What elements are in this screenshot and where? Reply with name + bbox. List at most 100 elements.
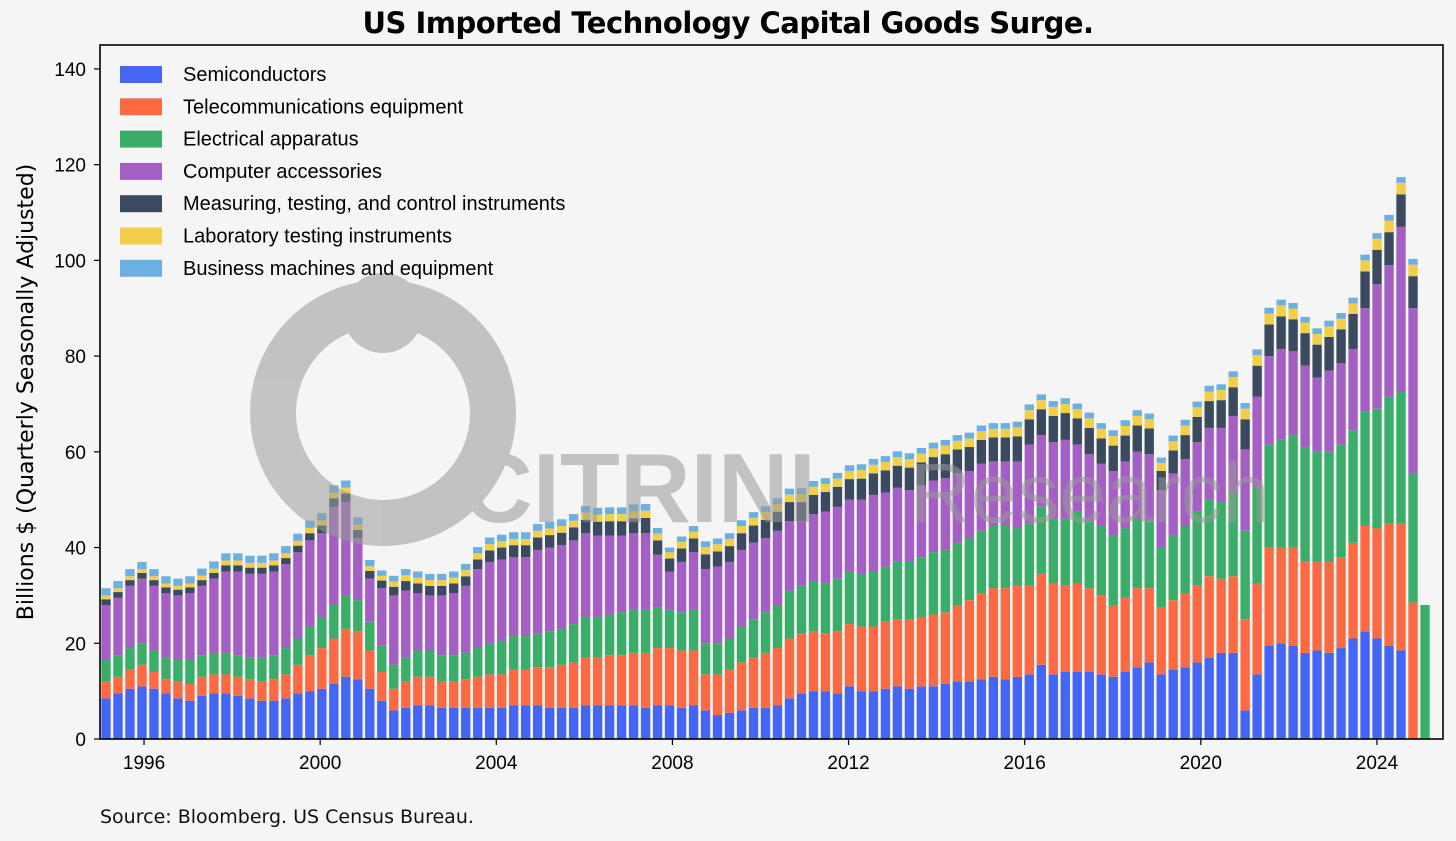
bar-lab-q68 <box>916 453 927 463</box>
bar-lab-q3 <box>137 569 147 573</box>
bar-business-q90 <box>1180 419 1190 426</box>
bar-computer-q85 <box>1120 461 1130 529</box>
bar-measuring-q23 <box>377 580 387 589</box>
bar-business-q105 <box>1360 254 1370 261</box>
bar-telecom-q32 <box>485 674 495 708</box>
bar-electrical-q40 <box>580 616 591 658</box>
bar-lab-q36 <box>533 530 543 538</box>
bar-telecom-q33 <box>497 674 507 708</box>
bar-telecom-q103 <box>1336 557 1346 649</box>
bar-lab-q108 <box>1396 182 1406 195</box>
y-tick-label: 0 <box>75 730 86 751</box>
bar-computer-q78 <box>1036 435 1046 507</box>
bar-lab-q24 <box>389 581 399 587</box>
bar-computer-q6 <box>173 595 183 661</box>
legend-label: Measuring, testing, and control instrume… <box>183 193 565 215</box>
bar-measuring-q49 <box>688 538 699 553</box>
bar-measuring-q50 <box>700 554 711 570</box>
bar-telecom-q48 <box>676 650 687 708</box>
bar-lab-q101 <box>1312 334 1322 345</box>
bar-telecom-q102 <box>1324 561 1334 653</box>
bar-measuring-q16 <box>293 545 303 553</box>
bar-measuring-q31 <box>473 559 483 570</box>
bar-electrical-q101 <box>1312 451 1322 562</box>
bar-semiconductors-q99 <box>1288 645 1298 739</box>
bar-semiconductors-q32 <box>485 707 495 739</box>
bar-electrical-q94 <box>1228 492 1238 577</box>
bar-computer-q37 <box>544 547 555 632</box>
bar-electrical-q58 <box>796 585 807 634</box>
bar-semiconductors-q52 <box>724 712 735 739</box>
bar-telecom-q39 <box>568 662 579 708</box>
bar-business-q47 <box>664 547 675 553</box>
bar-semiconductors-q20 <box>341 676 351 739</box>
bar-computer-q41 <box>592 535 603 617</box>
bar-lab-q4 <box>149 576 159 581</box>
bar-computer-q60 <box>820 511 831 584</box>
bar-semiconductors-q98 <box>1276 643 1286 739</box>
bar-business-q66 <box>892 451 903 458</box>
bar-electrical-q46 <box>652 607 663 649</box>
bar-telecom-q86 <box>1132 588 1142 668</box>
bar-measuring-q9 <box>209 572 219 579</box>
bar-electrical-q95 <box>1240 530 1250 620</box>
bar-measuring-q75 <box>1000 437 1010 462</box>
x-tick-label: 2020 <box>1180 753 1222 774</box>
bar-telecom-q44 <box>628 652 639 706</box>
bar-measuring-q33 <box>497 547 507 560</box>
bar-computer-q44 <box>628 533 639 610</box>
bar-computer-q49 <box>688 552 699 610</box>
bar-lab-q38 <box>556 526 567 533</box>
bar-business-q95 <box>1240 403 1250 409</box>
bar-semiconductors-q106 <box>1372 638 1382 739</box>
legend-label: Computer accessories <box>183 161 382 183</box>
bar-business-q12 <box>245 555 255 563</box>
bar-lab-q28 <box>437 580 447 586</box>
bar-semiconductors-q24 <box>389 710 399 739</box>
bar-measuring-q101 <box>1312 344 1322 378</box>
y-tick-label: 80 <box>65 347 86 368</box>
bar-lab-q23 <box>377 575 387 581</box>
bar-business-q57 <box>784 488 795 495</box>
bar-lab-q30 <box>461 570 471 577</box>
legend-swatch <box>120 66 162 83</box>
bar-lab-q45 <box>640 510 651 518</box>
bar-computer-q24 <box>389 595 399 665</box>
bar-measuring-q70 <box>940 454 951 479</box>
bar-measuring-q108 <box>1396 194 1406 227</box>
bar-business-q6 <box>173 578 183 586</box>
bar-computer-q18 <box>317 533 327 617</box>
bar-telecom-q46 <box>652 648 663 706</box>
bar-computer-q59 <box>808 514 819 582</box>
bar-electrical-q61 <box>832 578 843 632</box>
bar-measuring-q106 <box>1372 249 1382 285</box>
bar-business-q23 <box>377 570 387 576</box>
bar-business-q20 <box>341 480 351 488</box>
bar-telecom-q65 <box>880 621 891 689</box>
bar-electrical-q86 <box>1132 518 1142 589</box>
bar-lab-q109 <box>1408 264 1418 277</box>
bar-lab-q55 <box>760 512 771 520</box>
bar-lab-q95 <box>1240 408 1250 420</box>
bar-semiconductors-q59 <box>808 691 819 739</box>
x-tick-label: 2008 <box>651 753 693 774</box>
bar-semiconductors-q64 <box>868 691 879 739</box>
bar-semiconductors-q100 <box>1300 652 1310 739</box>
bar-telecom-q76 <box>1012 585 1022 677</box>
bar-telecom-q6 <box>173 681 183 699</box>
bar-measuring-q80 <box>1060 413 1070 440</box>
bar-business-q96 <box>1252 349 1262 356</box>
bar-electrical-q24 <box>389 664 399 689</box>
bar-semiconductors-q55 <box>760 707 771 739</box>
bar-lab-q60 <box>820 483 831 493</box>
bar-semiconductors-q69 <box>928 686 939 739</box>
bar-electrical-q25 <box>401 657 411 682</box>
bar-business-q43 <box>616 507 627 515</box>
bar-computer-q0 <box>101 604 111 661</box>
y-tick-label: 60 <box>65 443 86 464</box>
bar-telecom-q23 <box>377 671 387 701</box>
bar-electrical-q90 <box>1180 526 1190 594</box>
bar-electrical-q5 <box>161 657 171 680</box>
bar-electrical-q103 <box>1336 444 1346 558</box>
bar-measuring-q93 <box>1216 400 1226 428</box>
